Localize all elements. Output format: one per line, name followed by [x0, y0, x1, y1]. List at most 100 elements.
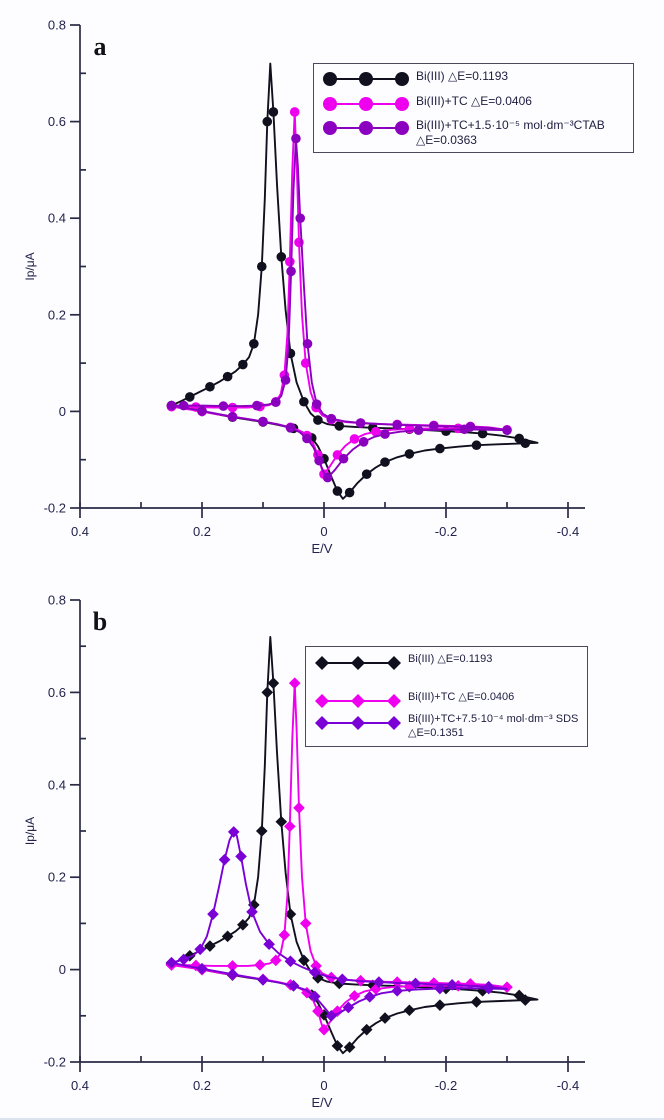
data-point-marker	[295, 213, 306, 223]
data-point-marker	[318, 1023, 330, 1036]
data-point-marker	[289, 107, 300, 117]
x-tick-label: -0.4	[557, 1078, 579, 1093]
data-point-marker	[256, 261, 267, 272]
legend-label-line2: △E=0.1351	[408, 726, 464, 739]
legend-sample-marker	[323, 72, 337, 86]
data-point-marker	[235, 850, 247, 863]
data-point-marker	[226, 968, 239, 981]
panel-letter: b	[93, 607, 107, 636]
legend-label-line1: Bi(III)+TC+7.5·10⁻⁴ mol·dm⁻³ SDS	[408, 713, 579, 725]
legend-sample-marker	[351, 694, 365, 708]
data-point-marker	[309, 966, 321, 979]
data-point-marker	[299, 917, 312, 930]
y-tick-label: 0.4	[48, 211, 66, 226]
data-point-marker	[166, 400, 177, 411]
data-point-marker	[358, 437, 369, 447]
legend-label: Bi(III) △E=0.1193	[416, 69, 509, 83]
data-point-marker	[391, 985, 403, 997]
data-point-marker	[271, 397, 281, 408]
data-point-marker	[348, 990, 361, 1002]
data-point-marker	[314, 455, 324, 466]
legend-entry: Bi(III)+TC+7.5·10⁻⁴ mol·dm⁻³ SDS △E=0.13…	[312, 713, 585, 741]
data-point-marker	[286, 266, 296, 277]
data-point-marker	[270, 954, 282, 967]
data-point-marker	[254, 959, 266, 971]
data-point-marker	[204, 940, 216, 952]
legend-label: Bi(III)+TC △E=0.0406	[408, 691, 515, 703]
data-point-marker	[322, 472, 333, 483]
legend-label: Bi(III)+TC+1.5·10⁻⁵ mol·dm⁻³CTAB △E=0.03…	[416, 118, 605, 148]
data-point-marker	[267, 677, 280, 689]
data-point-marker	[165, 956, 178, 969]
x-tick-label: -0.2	[435, 524, 457, 539]
legend-sample-marker	[395, 97, 409, 111]
data-point-marker	[334, 421, 345, 431]
data-point-marker	[471, 440, 482, 451]
legend-sample-svg	[323, 72, 409, 86]
data-point-marker	[312, 1005, 324, 1017]
data-point-marker	[276, 252, 287, 262]
legend-sample-marker	[395, 72, 409, 86]
data-point-marker	[477, 428, 488, 439]
y-tick-label: -0.2	[44, 1055, 66, 1070]
data-point-marker	[185, 392, 195, 402]
data-point-marker	[285, 423, 296, 433]
y-axis-title: Ip/μA	[23, 252, 37, 280]
legend-sample-marker	[351, 716, 365, 730]
legend-sample-marker	[359, 97, 373, 111]
y-tick-label: 0.8	[48, 18, 66, 33]
data-point-marker	[293, 802, 305, 814]
data-point-marker	[482, 980, 495, 993]
data-point-marker	[434, 999, 446, 1011]
legend-sample-svg	[315, 716, 401, 730]
y-tick-label: 0	[59, 404, 66, 419]
legend-entry: Bi(III) △E=0.1193	[320, 69, 631, 89]
data-point-marker	[227, 826, 240, 838]
y-tick-label: -0.2	[44, 501, 66, 516]
data-point-marker	[237, 918, 249, 931]
data-point-marker	[178, 400, 189, 411]
legend-entry: Bi(III)+TC △E=0.0406	[320, 94, 631, 114]
data-point-marker	[404, 449, 415, 459]
x-tick-label: 0	[320, 1078, 327, 1093]
panel-b-legend: Bi(III) △E=0.1193 Bi(III)+TC △E=0.0406 B…	[305, 646, 588, 747]
data-point-marker	[218, 853, 231, 866]
y-tick-label: 0.8	[48, 593, 66, 608]
data-point-marker	[470, 996, 483, 1008]
data-point-marker	[262, 116, 273, 127]
data-point-marker	[263, 938, 275, 950]
legend-marker-purple-diamonds-icon	[312, 713, 408, 733]
legend-sample-marker	[351, 656, 365, 670]
data-point-marker	[261, 686, 274, 699]
data-point-marker	[246, 906, 258, 918]
data-point-marker	[501, 981, 513, 993]
legend-sample-marker	[387, 716, 401, 730]
legend-label-line2: △E=0.0363	[416, 133, 477, 147]
data-point-marker	[300, 358, 311, 368]
data-point-marker	[205, 381, 215, 392]
data-point-marker	[255, 825, 268, 837]
legend-sample-marker	[387, 656, 401, 670]
data-point-marker	[325, 1010, 338, 1022]
data-point-marker	[349, 434, 360, 444]
data-point-marker	[392, 420, 403, 430]
panel-a-figure: 0.8 0.6 0.4 0.2 0 -0.2 0.4 0.2 0 -0.2 -0.4 E/V Ip/μA…	[23, 18, 634, 556]
data-point-marker	[344, 487, 355, 498]
data-point-marker	[502, 425, 512, 436]
data-point-marker	[428, 977, 440, 989]
data-point-marker	[184, 949, 196, 962]
x-tick-label: 0.4	[71, 524, 89, 539]
data-point-marker	[218, 401, 229, 411]
data-point-marker	[332, 486, 343, 496]
y-axis-title: Ip/μA	[23, 817, 37, 845]
data-point-marker	[284, 955, 297, 968]
legend-sample-marker	[315, 716, 329, 730]
y-tick-label: 0.6	[48, 114, 66, 129]
legend-sample-marker	[323, 97, 337, 111]
data-point-marker	[287, 979, 300, 992]
legend-sample-svg	[323, 121, 409, 135]
data-point-marker	[309, 990, 321, 1003]
y-tick-label: 0	[59, 962, 66, 977]
data-point-marker	[429, 421, 439, 431]
